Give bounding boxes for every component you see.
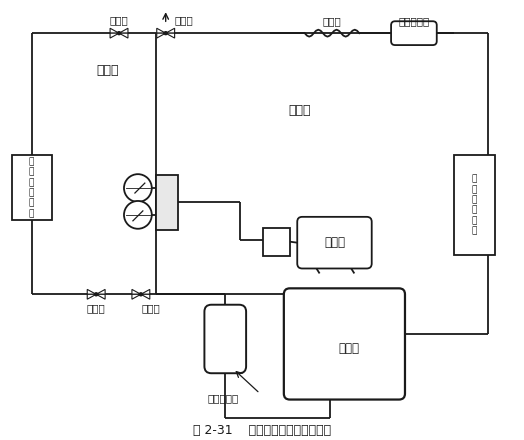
FancyBboxPatch shape [297,217,372,268]
Polygon shape [157,28,166,33]
Bar [263,228,290,256]
Text: 压缩机: 压缩机 [339,342,360,356]
Circle shape [117,32,121,35]
Polygon shape [88,294,96,299]
Polygon shape [141,294,150,299]
Circle shape [124,174,152,202]
Bar [454,155,495,255]
Text: 毛细管: 毛细管 [322,16,341,26]
Polygon shape [96,290,105,294]
Text: 高压阀: 高压阀 [174,15,193,25]
Text: 真空泵: 真空泵 [324,236,345,249]
Polygon shape [166,28,174,33]
Text: 图 2-31    分体式空调器双侧抽真空: 图 2-31 分体式空调器双侧抽真空 [193,424,331,437]
Circle shape [124,201,152,229]
Bar [156,175,178,230]
FancyBboxPatch shape [204,305,246,373]
Text: 截止阀: 截止阀 [87,303,105,313]
Text: 室
外
热
交
换
器: 室 外 热 交 换 器 [472,174,477,235]
Polygon shape [110,33,119,38]
Polygon shape [141,290,150,294]
Text: 室外机: 室外机 [289,104,311,117]
Polygon shape [157,33,166,38]
Text: 干燥过滤器: 干燥过滤器 [398,16,430,26]
Text: 气液分离器: 气液分离器 [208,393,239,403]
Text: 截止阀: 截止阀 [110,15,128,25]
Polygon shape [110,28,119,33]
Polygon shape [132,290,141,294]
Text: 室
内
热
交
换
器: 室 内 热 交 换 器 [29,157,35,218]
Polygon shape [132,294,141,299]
Text: 室内机: 室内机 [96,64,118,77]
Text: 低压阀: 低压阀 [141,303,160,313]
Circle shape [164,32,167,35]
Polygon shape [119,33,128,38]
Bar [12,155,51,220]
Polygon shape [88,290,96,294]
Polygon shape [119,28,128,33]
Circle shape [139,293,143,296]
FancyBboxPatch shape [284,288,405,400]
Circle shape [95,293,97,296]
Polygon shape [96,294,105,299]
Polygon shape [166,33,174,38]
FancyBboxPatch shape [391,21,436,45]
